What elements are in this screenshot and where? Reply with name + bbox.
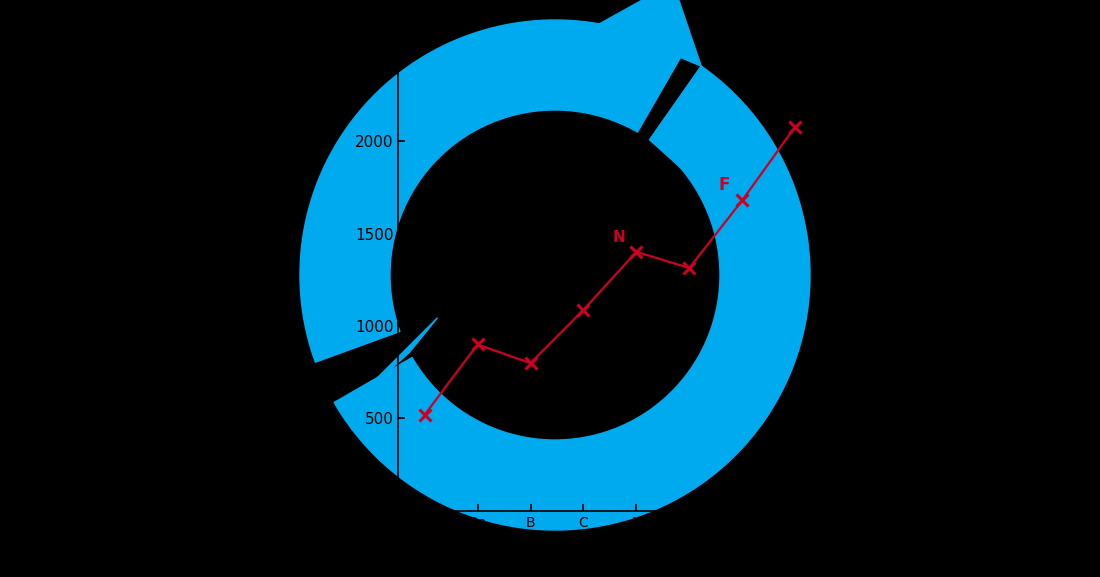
Polygon shape xyxy=(650,66,748,167)
Polygon shape xyxy=(334,66,810,530)
Polygon shape xyxy=(341,318,438,414)
Polygon shape xyxy=(351,370,420,462)
Polygon shape xyxy=(600,0,702,66)
Polygon shape xyxy=(300,20,682,362)
Text: F: F xyxy=(718,176,729,194)
Text: N: N xyxy=(613,230,625,245)
